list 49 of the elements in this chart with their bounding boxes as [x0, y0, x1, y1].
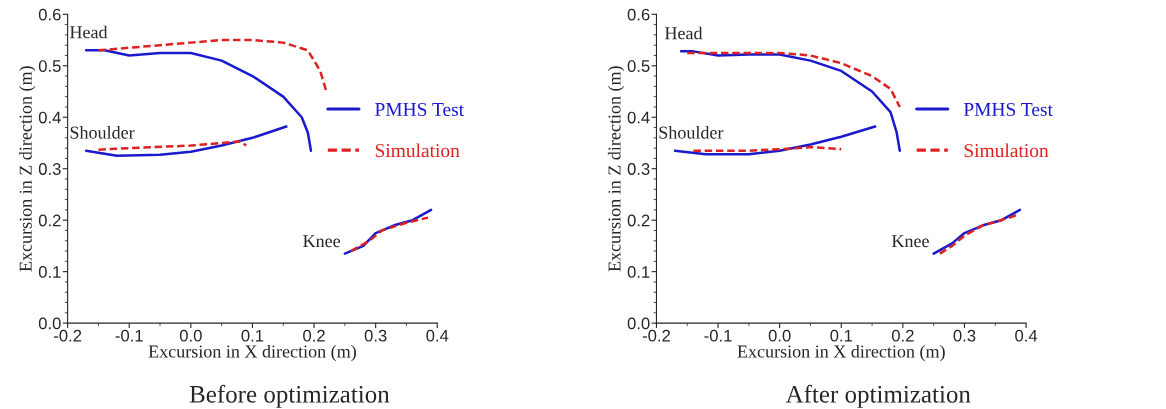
- legend-label: PMHS Test: [963, 102, 1053, 117]
- annotation: Head: [69, 25, 108, 39]
- y-tick-label: 0.2: [38, 214, 61, 227]
- x-tick-label: -0.1: [704, 329, 732, 342]
- x-tick-label: 0.3: [364, 329, 387, 342]
- x-tick-label: 0.2: [303, 329, 325, 342]
- x-tick-label: 0.0: [179, 329, 202, 342]
- y-axis-title: Excursion in Z direction (m): [19, 66, 36, 272]
- line-series: [938, 213, 1019, 255]
- y-tick-label: 0.3: [38, 163, 61, 175]
- text: After optimization: [785, 384, 971, 408]
- annotation: Shoulder: [659, 125, 724, 139]
- y-tick-label: 0.2: [627, 214, 650, 227]
- legend-label: Simulation: [964, 143, 1049, 158]
- y-tick-label: 0.4: [38, 111, 61, 124]
- x-axis-title: Excursion in X direction (m): [148, 344, 356, 362]
- y-tick-label: 0.1: [627, 266, 650, 278]
- annotation: Knee: [303, 235, 341, 248]
- line-series: [97, 140, 248, 151]
- x-tick-label: -0.2: [642, 329, 670, 342]
- x-tick-label: 0.0: [768, 329, 791, 342]
- x-tick-label: -0.1: [115, 329, 143, 342]
- y-tick-label: 0.0: [38, 317, 61, 330]
- x-tick-label: -0.2: [54, 329, 82, 342]
- y-tick-label: 0.4: [627, 111, 650, 124]
- y-tick-label: 0.1: [38, 266, 61, 278]
- legend-label: Simulation: [375, 143, 460, 158]
- line-series: [349, 216, 430, 253]
- legend-label: PMHS Test: [375, 102, 464, 117]
- line-series: [97, 38, 328, 93]
- y-tick-label: 0.0: [627, 317, 650, 330]
- text: Before optimization: [189, 384, 390, 408]
- x-tick-label: 0.4: [1015, 329, 1038, 342]
- x-tick-label: 0.3: [953, 329, 976, 342]
- y-tick-label: 0.6: [627, 8, 650, 21]
- x-tick-label: 0.2: [891, 329, 914, 342]
- y-tick-label: 0.5: [38, 60, 61, 72]
- x-axis-title: Excursion in X direction (m): [737, 344, 945, 362]
- y-tick-label: 0.5: [627, 60, 650, 72]
- y-axis-title: Excursion in Z direction (m): [607, 66, 625, 272]
- annotation: Shoulder: [70, 125, 135, 139]
- x-tick-label: 0.1: [241, 329, 264, 342]
- y-tick-label: 0.3: [627, 163, 650, 175]
- x-tick-label: 0.1: [830, 329, 853, 342]
- line-series: [686, 51, 902, 109]
- y-tick-label: 0.6: [38, 8, 61, 21]
- x-tick-label: 0.4: [426, 329, 449, 342]
- annotation: Knee: [891, 235, 929, 248]
- annotation: Head: [664, 26, 703, 40]
